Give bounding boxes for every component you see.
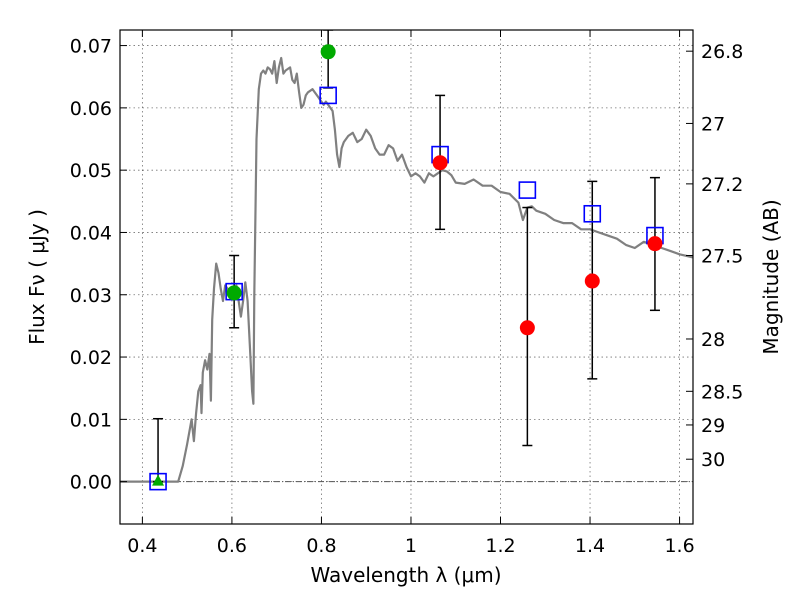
magnitude-tick-label: 27.2 <box>701 174 743 196</box>
y-axis-magnitude: 26.8 27 27.2 27.5 28 28.5 29 30 <box>686 41 743 471</box>
y-tick-label: 0.03 <box>70 285 112 307</box>
y2-axis-title: Magnitude (AB) <box>759 199 783 354</box>
magnitude-tick-label: 27.5 <box>701 246 743 268</box>
plot-frame <box>119 29 694 525</box>
detection-point <box>432 155 448 171</box>
magnitude-tick-label: 26.8 <box>701 41 743 63</box>
detection-point <box>584 273 600 289</box>
x-tick-label: 1 <box>405 535 417 557</box>
magnitude-tick-label: 30 <box>701 449 725 471</box>
y-tick-label: 0.07 <box>70 36 112 58</box>
x-tick-label: 0.6 <box>217 535 247 557</box>
magnitude-tick-label: 28 <box>701 329 725 351</box>
magnitude-tick-label: 28.5 <box>701 381 743 403</box>
x-tick-label: 1.6 <box>664 535 694 557</box>
x-tick-label: 0.8 <box>306 535 336 557</box>
model-spectrum-line <box>120 56 693 483</box>
y-axis-title: Flux Fν ( μJy ) <box>25 209 49 345</box>
x-tick-label: 1.2 <box>485 535 515 557</box>
x-tick-label: 1.4 <box>575 535 605 557</box>
plot-area <box>120 30 693 491</box>
y-tick-label: 0.04 <box>70 222 112 244</box>
magnitude-tick-label: 29 <box>701 415 725 437</box>
model-photometry-square <box>149 472 167 491</box>
x-tick-label: 0.4 <box>127 535 157 557</box>
y-axis-flux: 0.00 0.01 0.02 0.03 0.04 0.05 0.06 0.07 <box>70 36 127 494</box>
y-tick-label: 0.06 <box>70 98 112 120</box>
grid <box>120 30 693 524</box>
model-photometry-square <box>518 181 537 199</box>
y-tick-label: 0.00 <box>70 472 112 494</box>
magnitude-tick-label: 27 <box>701 113 725 135</box>
detection-point <box>519 320 535 336</box>
y-tick-label: 0.01 <box>70 409 112 431</box>
green-point <box>226 285 242 301</box>
detection-point <box>647 236 663 252</box>
x-axis: 0.4 0.6 0.8 1 1.2 1.4 1.6 <box>127 30 695 557</box>
x-axis-title: Wavelength λ (μm) <box>310 563 501 587</box>
y-tick-label: 0.05 <box>70 160 112 182</box>
model-photometry-square <box>583 204 602 223</box>
green-point <box>320 44 336 60</box>
y-tick-label: 0.02 <box>70 347 112 369</box>
upper-limit-triangle <box>152 474 165 486</box>
model-photometry-square <box>319 86 337 105</box>
